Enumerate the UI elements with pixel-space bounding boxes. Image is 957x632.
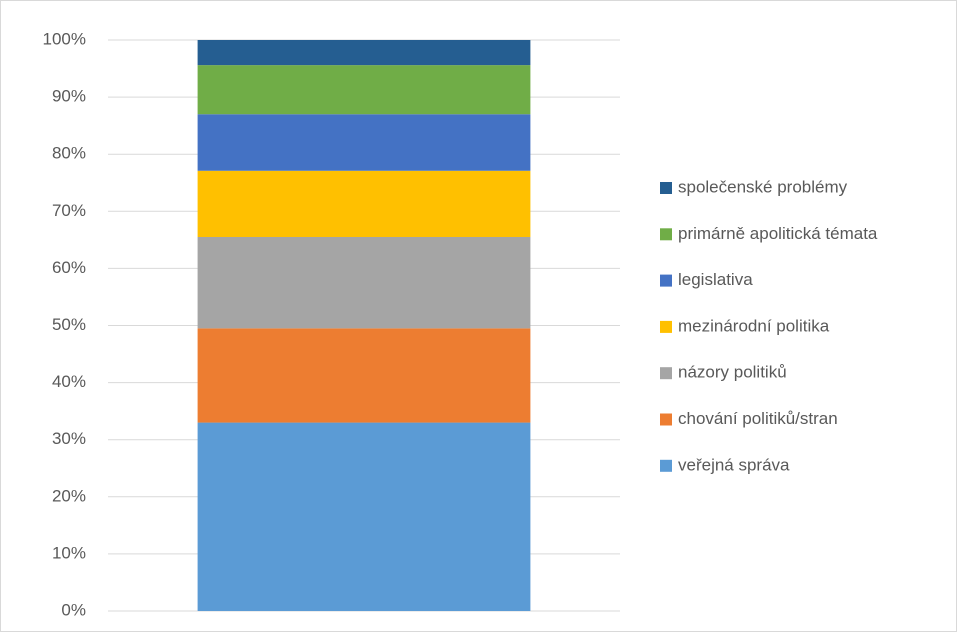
legend-swatch bbox=[660, 228, 672, 241]
legend-label: legislativa bbox=[678, 270, 753, 289]
bar-segment bbox=[197, 422, 531, 611]
y-tick-label: 70% bbox=[52, 201, 86, 220]
legend-swatch bbox=[660, 182, 672, 194]
y-tick-label: 30% bbox=[52, 429, 86, 448]
legend-swatch bbox=[660, 320, 672, 333]
bar-segment bbox=[197, 40, 531, 66]
legend-swatch bbox=[660, 413, 672, 426]
legend-swatch bbox=[660, 367, 672, 380]
bar-segment bbox=[197, 65, 531, 115]
legend-label: chování politiků/stran bbox=[678, 409, 838, 428]
legend-label: společenské problémy bbox=[678, 177, 848, 196]
y-tick-label: 80% bbox=[52, 144, 86, 163]
y-tick-label: 20% bbox=[52, 486, 86, 505]
y-tick-label: 90% bbox=[52, 87, 86, 106]
legend-label: primárně apolitická témata bbox=[678, 224, 878, 243]
y-tick-label: 60% bbox=[52, 258, 86, 277]
y-tick-label: 50% bbox=[52, 315, 86, 334]
legend-swatch bbox=[660, 274, 672, 287]
bar-segment bbox=[197, 236, 531, 329]
y-tick-label: 0% bbox=[61, 600, 86, 619]
legend-swatch bbox=[660, 459, 672, 472]
legend-label: mezinárodní politika bbox=[678, 316, 830, 335]
y-tick-label: 40% bbox=[52, 372, 86, 391]
legend-label: veřejná správa bbox=[678, 455, 790, 474]
bar-segment bbox=[197, 114, 531, 171]
bar-segment bbox=[197, 328, 531, 423]
bar-segment bbox=[197, 170, 531, 237]
y-tick-label: 10% bbox=[52, 543, 86, 562]
y-tick-label: 100% bbox=[43, 29, 86, 48]
legend-label: názory politiků bbox=[678, 363, 787, 382]
